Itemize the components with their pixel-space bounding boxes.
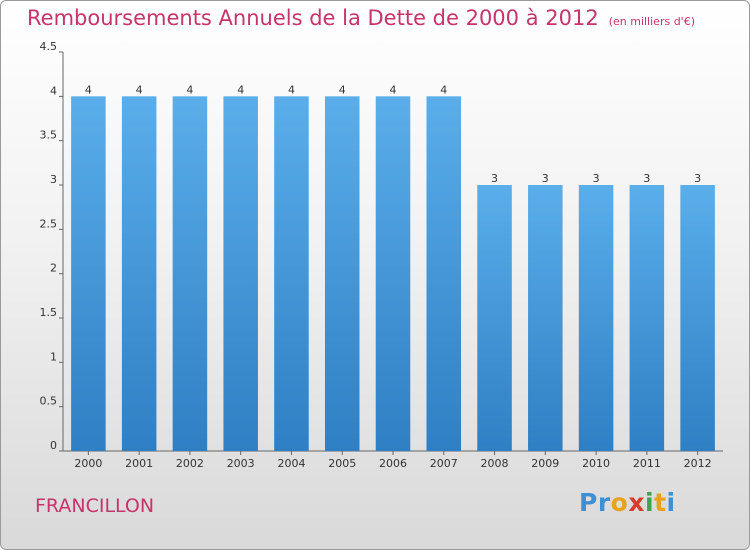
labels: 2000 4 2001 4 2002 4 2003 4 2004 4 2005 4 2006 4 2007 4… bbox=[74, 83, 711, 470]
bar-2005[interactable] bbox=[324, 96, 360, 451]
logo-letter: P bbox=[579, 488, 598, 517]
x-tick-label: 2009 bbox=[531, 457, 559, 470]
data-label: 4 bbox=[237, 83, 244, 96]
bars bbox=[71, 96, 715, 451]
x-tick-label: 2007 bbox=[430, 457, 458, 470]
bar-2003[interactable] bbox=[223, 96, 258, 451]
data-label: 4 bbox=[390, 83, 397, 96]
bar-2004[interactable] bbox=[274, 96, 309, 451]
x-tick-label: 2002 bbox=[176, 457, 204, 470]
logo-letter: r bbox=[597, 488, 611, 517]
bar-2012[interactable] bbox=[680, 185, 715, 451]
y-tick-label: 1 bbox=[50, 350, 57, 363]
bar-2002[interactable] bbox=[172, 96, 208, 451]
x-tick-label: 2005 bbox=[328, 457, 356, 470]
data-label: 4 bbox=[85, 83, 92, 96]
data-label: 3 bbox=[643, 172, 650, 185]
y-tick-label: 0 bbox=[50, 439, 57, 452]
logo-letter: i bbox=[645, 488, 655, 517]
logo-letter: t bbox=[654, 488, 667, 517]
bar-2009[interactable] bbox=[528, 185, 563, 451]
data-label: 4 bbox=[136, 83, 143, 96]
chart-title-text: Remboursements Annuels de la Dette de 20… bbox=[27, 6, 599, 30]
y-tick-label: 4.5 bbox=[40, 40, 58, 53]
x-tick-label: 2010 bbox=[582, 457, 610, 470]
bar-2007[interactable] bbox=[426, 96, 462, 451]
bar-2011[interactable] bbox=[629, 185, 665, 451]
y-tick-label: 1.5 bbox=[40, 306, 58, 319]
x-tick-label: 2011 bbox=[633, 457, 661, 470]
bar-2010[interactable] bbox=[578, 185, 614, 451]
logo-letter: i bbox=[666, 488, 676, 517]
x-tick-label: 2001 bbox=[125, 457, 153, 470]
data-label: 4 bbox=[186, 83, 193, 96]
x-tick-label: 2003 bbox=[227, 457, 255, 470]
bar-2000[interactable] bbox=[71, 96, 106, 451]
x-tick-label: 2004 bbox=[277, 457, 305, 470]
data-label: 4 bbox=[288, 83, 295, 96]
y-tick-label: 2 bbox=[50, 262, 57, 275]
x-tick-label: 2000 bbox=[74, 457, 102, 470]
bar-2001[interactable] bbox=[121, 96, 157, 451]
y-tick-label: 3.5 bbox=[40, 129, 58, 142]
logo-letter: o bbox=[610, 488, 629, 517]
data-label: 3 bbox=[542, 172, 549, 185]
bar-2008[interactable] bbox=[477, 185, 512, 451]
y-tick-label: 3 bbox=[50, 173, 57, 186]
data-label: 4 bbox=[440, 83, 447, 96]
data-label: 3 bbox=[694, 172, 701, 185]
x-tick-label: 2012 bbox=[684, 457, 712, 470]
data-label: 3 bbox=[593, 172, 600, 185]
chart-title: Remboursements Annuels de la Dette de 20… bbox=[27, 6, 695, 30]
y-tick-label: 4 bbox=[50, 84, 57, 97]
x-tick-label: 2006 bbox=[379, 457, 407, 470]
logo-letter: x bbox=[628, 488, 645, 517]
proxiti-logo[interactable]: Proxiti bbox=[579, 488, 676, 517]
data-label: 3 bbox=[491, 172, 498, 185]
commune-name: FRANCILLON bbox=[35, 495, 155, 517]
x-tick-label: 2008 bbox=[481, 457, 509, 470]
data-label: 4 bbox=[339, 83, 346, 96]
y-tick-label: 0.5 bbox=[40, 395, 58, 408]
chart-subtitle: (en milliers d'€) bbox=[608, 15, 695, 28]
y-tick-label: 2.5 bbox=[40, 217, 58, 230]
bar-2006[interactable] bbox=[375, 96, 411, 451]
